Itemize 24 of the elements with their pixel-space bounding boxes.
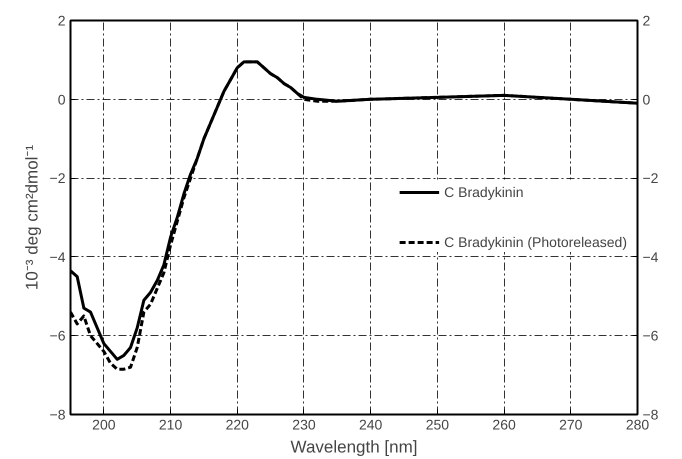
x-tick-label: 270 [559,416,583,432]
y2-tick-label: −4 [642,248,659,265]
x-tick-label: 240 [358,416,383,432]
x-tick-label: 260 [492,416,516,432]
y-tick-label: −4 [50,248,66,265]
y-tick-label: 0 [58,91,66,108]
legend-label: C Bradykinin (Photoreleased) [444,234,627,250]
y2-tick-label: 0 [642,91,650,108]
y-tick-label: −2 [50,170,66,186]
x-tick-label: 280 [626,416,650,432]
x-tick-label: 220 [226,416,250,432]
x-tick-label: 250 [426,416,450,432]
y2-tick-label: −2 [642,170,659,186]
y2-tick-label: −6 [642,328,659,344]
y-axis-title: 10⁻³ deg cm²dmol⁻¹ [22,144,42,290]
y-tick-label: −8 [50,406,66,422]
y2-tick-label: 2 [642,12,650,28]
x-tick-label: 200 [92,416,116,432]
x-tick-label: 230 [292,416,316,432]
y-tick-label: −6 [50,328,66,344]
y-tick-label: 2 [58,12,66,28]
x-axis-title: Wavelength [nm] [290,438,418,456]
x-tick-label: 210 [158,416,182,432]
legend-label: C Bradykinin [444,184,524,200]
